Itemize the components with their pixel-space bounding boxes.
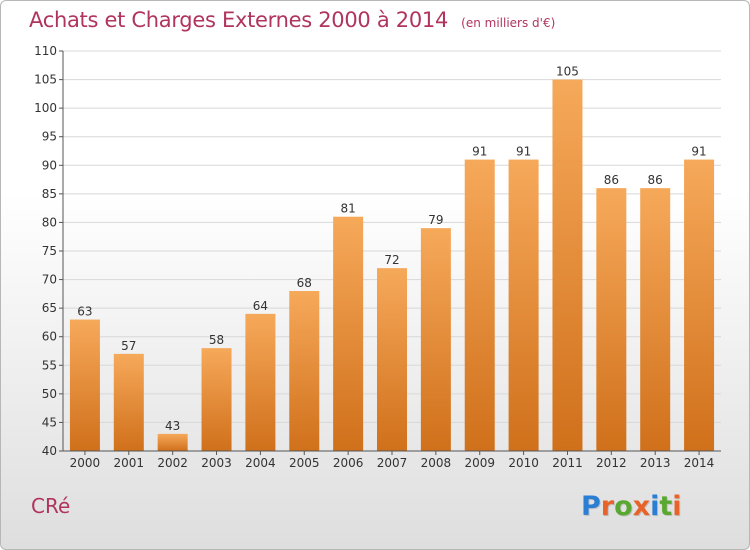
x-tick-label: 2013: [640, 456, 671, 470]
y-tick-label: 110: [34, 44, 57, 58]
bar-2012: [596, 188, 627, 451]
y-tick-label: 90: [42, 158, 57, 172]
bar-2007: [377, 268, 407, 451]
x-tick-label: 2002: [157, 456, 188, 470]
data-label: 43: [165, 419, 180, 433]
x-tick-label: 2012: [596, 456, 627, 470]
y-tick-label: 55: [42, 358, 57, 372]
logo-letter: o: [614, 491, 633, 522]
logo-letter: P: [581, 491, 601, 522]
bar-2005: [289, 291, 320, 451]
logo-letter: r: [600, 491, 615, 522]
chart-title: Achats et Charges Externes 2000 à 2014: [29, 8, 449, 32]
x-tick-label: 2009: [464, 456, 495, 470]
data-label: 63: [77, 305, 92, 319]
bar-2006: [333, 216, 364, 451]
y-tick-label: 100: [34, 101, 57, 115]
data-label: 91: [472, 145, 487, 159]
data-label: 57: [121, 339, 136, 353]
bar-2010: [508, 159, 539, 452]
x-tick-label: 2010: [508, 456, 539, 470]
y-tick-label: 70: [42, 273, 57, 287]
y-tick-label: 80: [42, 215, 57, 229]
bar-2001: [113, 353, 144, 451]
x-tick-label: 2005: [289, 456, 320, 470]
bar-2013: [640, 188, 671, 451]
y-tick-label: 75: [42, 244, 57, 258]
x-tick-label: 2014: [684, 456, 715, 470]
x-tick-label: 2011: [552, 456, 583, 470]
proxiti-logo: Proxiti: [581, 491, 682, 522]
labels: 40 45 50 55 60 65 70 75 80 85 90 95 100 105 110 63 2000 5…: [34, 44, 714, 470]
bar-2011: [552, 79, 583, 452]
x-tick-label: 2006: [333, 456, 364, 470]
axes: [59, 50, 721, 455]
logo-letter: t: [659, 491, 673, 522]
y-tick-label: 95: [42, 130, 57, 144]
logo-letter: i: [672, 491, 682, 522]
data-label: 86: [648, 173, 663, 187]
data-label: 64: [253, 299, 268, 313]
data-label: 68: [297, 276, 312, 290]
bar-2009: [464, 159, 495, 452]
bar-2003: [201, 348, 232, 451]
x-tick-label: 2007: [377, 456, 408, 470]
y-tick-label: 105: [34, 73, 57, 87]
logo-letter: x: [632, 491, 651, 522]
x-tick-label: 2004: [245, 456, 276, 470]
y-tick-label: 50: [42, 387, 57, 401]
bar-2002: [157, 433, 188, 451]
x-tick-label: 2008: [421, 456, 452, 470]
data-label: 58: [209, 333, 224, 347]
y-tick-label: 60: [42, 330, 57, 344]
bars: [69, 79, 715, 452]
data-label: 105: [556, 65, 579, 79]
chart-unit: (en milliers d'€): [461, 16, 556, 30]
x-tick-label: 2000: [70, 456, 101, 470]
bar-2008: [420, 228, 451, 451]
data-label: 79: [428, 213, 443, 227]
commune-name: CRé: [31, 494, 71, 518]
logo-letter: i: [650, 491, 660, 522]
bar-2000: [69, 319, 100, 451]
title-row: Achats et Charges Externes 2000 à 2014 (…: [29, 8, 555, 32]
data-label: 86: [604, 173, 619, 187]
x-tick-label: 2003: [201, 456, 232, 470]
bar-2014: [684, 159, 715, 452]
y-tick-label: 65: [42, 301, 57, 315]
x-tick-label: 2001: [114, 456, 145, 470]
y-tick-label: 45: [42, 415, 57, 429]
bar-2004: [245, 313, 276, 451]
y-tick-label: 85: [42, 187, 57, 201]
data-label: 91: [691, 145, 706, 159]
data-label: 91: [516, 145, 531, 159]
data-label: 72: [384, 253, 399, 267]
y-tick-label: 40: [42, 444, 57, 458]
data-label: 81: [340, 202, 355, 216]
